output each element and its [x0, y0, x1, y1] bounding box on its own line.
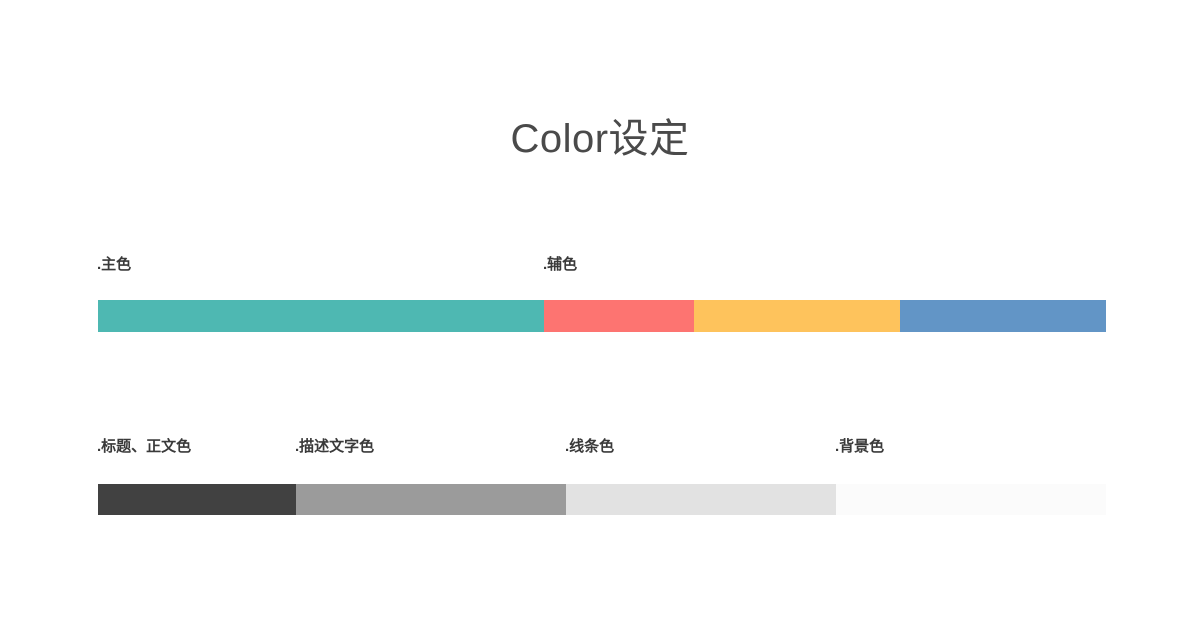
page-title: Color设定: [510, 117, 690, 161]
description-text-color-label: .描述文字色: [295, 438, 375, 455]
secondary-blue-swatch: [900, 300, 1106, 332]
line-light-gray-swatch: [566, 484, 836, 515]
heading-body-text-color-label: .标题、正文色: [97, 438, 192, 455]
heading-body-dark-gray-swatch: [98, 484, 296, 515]
primary-color-label: .主色: [97, 256, 132, 273]
neutral-colors-bar: [98, 484, 1106, 515]
secondary-yellow-swatch: [694, 300, 900, 332]
secondary-coral-swatch: [544, 300, 694, 332]
brand-colors-labels: .主色 .辅色: [0, 257, 1200, 275]
background-color-label: .背景色: [835, 438, 885, 455]
brand-colors-bar: [98, 300, 1106, 332]
neutral-colors-labels: .标题、正文色 .描述文字色 .线条色 .背景色: [0, 439, 1200, 457]
primary-teal-swatch: [98, 300, 544, 332]
line-color-label: .线条色: [565, 438, 615, 455]
background-near-white-swatch: [836, 484, 1106, 515]
description-mid-gray-swatch: [296, 484, 566, 515]
secondary-colors-label: .辅色: [543, 256, 578, 273]
